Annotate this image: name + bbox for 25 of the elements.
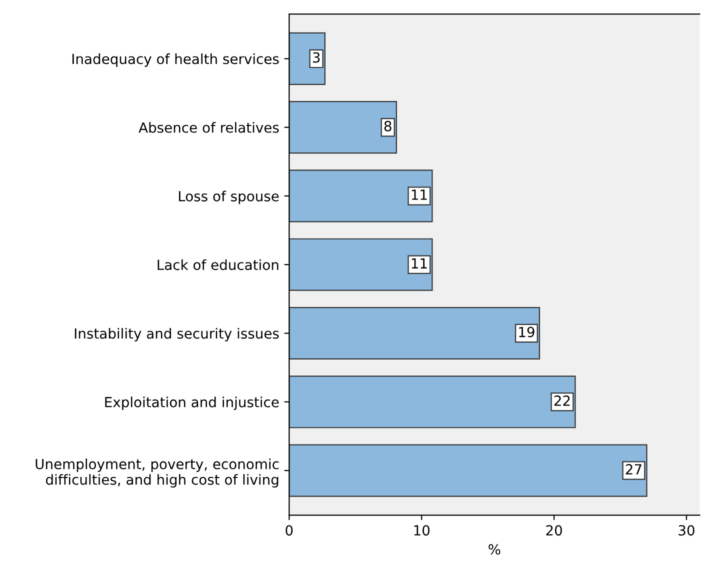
y-tick-label: Instability and security issues — [74, 328, 279, 342]
bar — [289, 306, 540, 360]
data-label: 11 — [412, 258, 427, 268]
x-tick-label: 30 — [678, 525, 694, 536]
bar — [289, 376, 576, 428]
y-tick-label: Absence of relatives — [138, 122, 279, 133]
x-tick-label: 0 — [286, 525, 293, 536]
y-tick-label: Loss of spouse — [178, 190, 279, 204]
bar — [289, 101, 397, 154]
y-tick-label: Lack of education — [158, 259, 278, 270]
data-label: 22 — [554, 395, 570, 406]
data-label: 3 — [312, 52, 320, 63]
x-tick-label: 10 — [414, 525, 430, 536]
x-axis-title: % — [488, 544, 500, 555]
data-label: 27 — [626, 464, 642, 474]
data-label: 19 — [519, 326, 534, 338]
data-label: 8 — [384, 120, 392, 132]
x-tick-label: 20 — [546, 525, 562, 536]
y-tick-label: Inadequacy of health services — [72, 53, 279, 67]
bar — [289, 170, 433, 222]
y-tick-label: Exploitation and injustice — [105, 396, 279, 410]
y-tick-label: Unemployment, poverty, economic difficulties, and high cost of living — [36, 458, 279, 488]
data-label: 11 — [412, 190, 427, 200]
bar — [289, 238, 433, 291]
bar — [289, 444, 648, 497]
